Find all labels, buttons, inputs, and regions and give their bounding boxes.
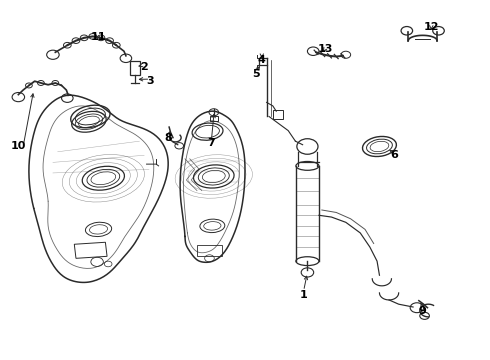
Bar bbox=[197, 244, 222, 256]
Text: 9: 9 bbox=[419, 306, 427, 315]
Text: 4: 4 bbox=[258, 55, 266, 65]
Bar bbox=[210, 116, 218, 121]
Bar bbox=[130, 62, 140, 75]
Text: 12: 12 bbox=[423, 22, 439, 32]
Text: 6: 6 bbox=[390, 150, 398, 160]
Text: 8: 8 bbox=[164, 133, 172, 143]
Text: 10: 10 bbox=[11, 141, 26, 152]
Text: 7: 7 bbox=[207, 138, 215, 148]
Text: 11: 11 bbox=[91, 32, 106, 42]
Bar bbox=[273, 110, 283, 119]
Text: 13: 13 bbox=[318, 45, 333, 54]
Bar bbox=[74, 242, 107, 258]
Text: 2: 2 bbox=[140, 62, 148, 72]
Text: 1: 1 bbox=[300, 290, 307, 300]
Text: 3: 3 bbox=[147, 76, 154, 86]
Text: 5: 5 bbox=[252, 69, 259, 79]
